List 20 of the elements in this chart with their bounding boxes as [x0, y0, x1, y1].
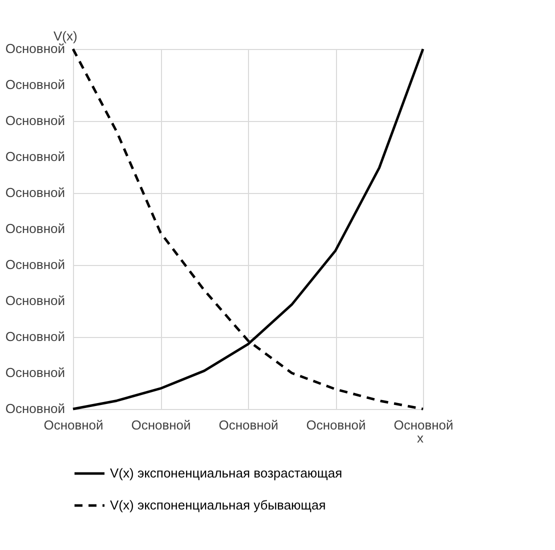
- text: Основной: [5, 113, 65, 128]
- x-tick-label: Основной: [131, 418, 191, 432]
- text: Основной: [5, 401, 65, 416]
- text: Основной: [5, 41, 65, 56]
- legend-label: V(x) экспоненциальная возрастающая: [110, 466, 342, 480]
- x-axis-title: x: [417, 430, 424, 446]
- text: Основной: [5, 257, 65, 272]
- x-tick-label: Основной: [44, 418, 104, 432]
- x-tick-label: Основной: [306, 418, 366, 432]
- text: Основной: [5, 293, 65, 308]
- text: Основной: [5, 149, 65, 164]
- x-tick-label: Основной: [394, 418, 454, 432]
- text: Основной: [5, 77, 65, 92]
- text: Основной: [5, 365, 65, 380]
- text: Основной: [5, 221, 65, 236]
- text: Основной: [5, 329, 65, 344]
- text: Основной: [5, 185, 65, 200]
- x-tick-label: Основной: [218, 418, 278, 432]
- legend-label: V(x) экспоненциальная убывающая: [110, 498, 326, 512]
- y-axis-title: V(x): [54, 28, 78, 44]
